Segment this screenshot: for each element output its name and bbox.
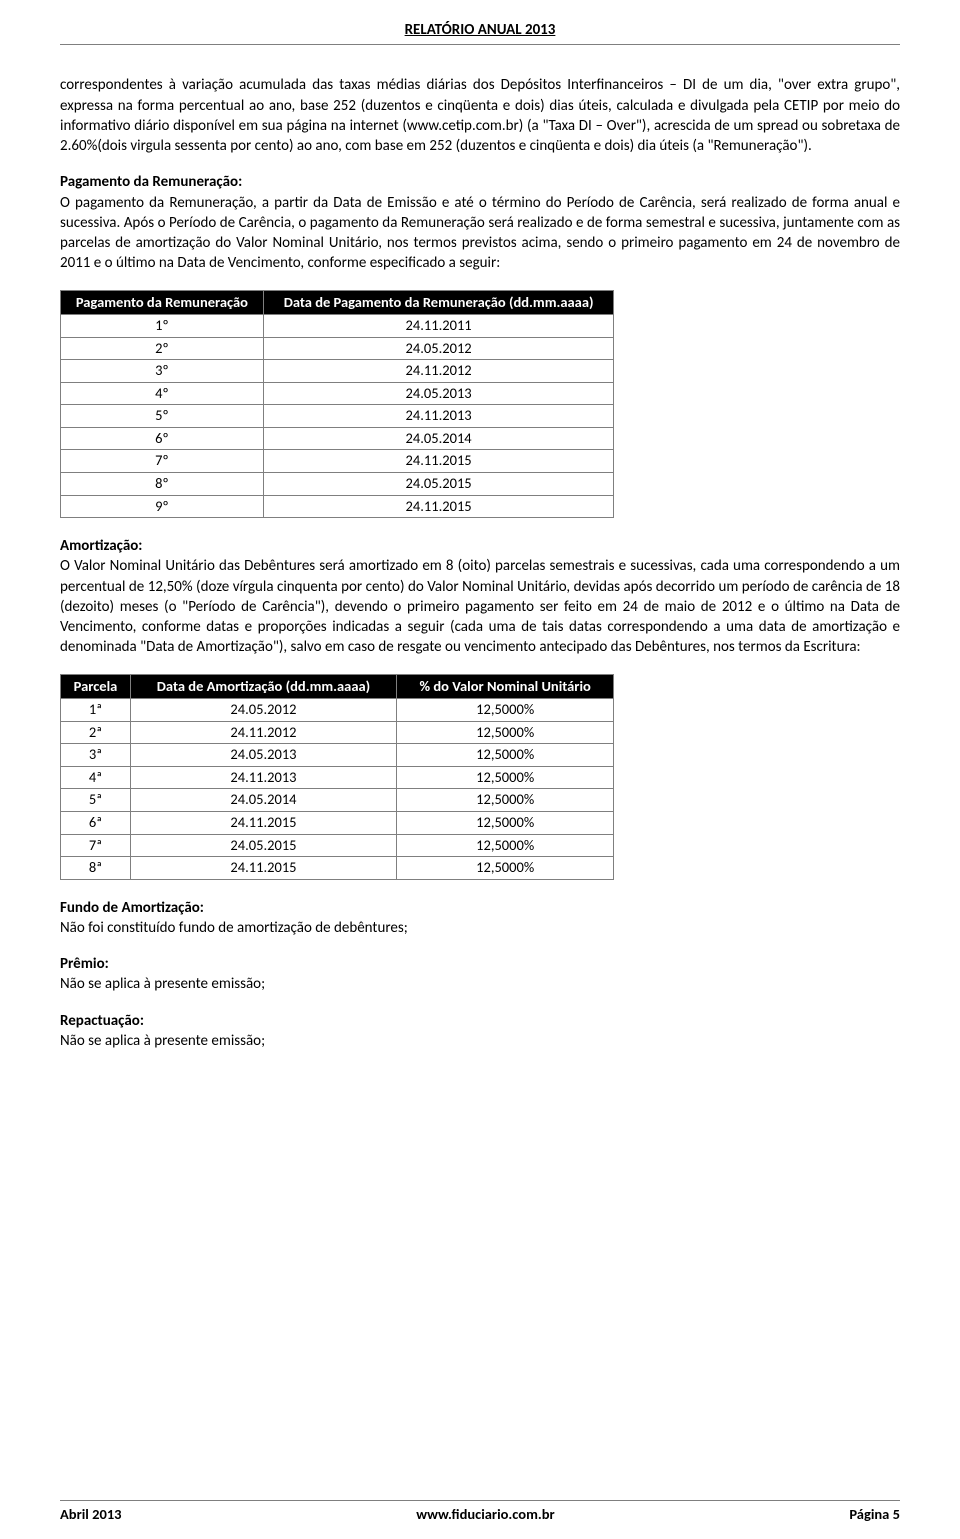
- footer-center: www.fiduciario.com.br: [416, 1505, 555, 1525]
- fundo-section: Fundo de Amortização: Não foi constituíd…: [60, 898, 900, 939]
- t1-cell-date: 24.11.2011: [263, 315, 614, 338]
- t1-cell-date: 24.11.2015: [263, 495, 614, 518]
- t2-cell-date: 24.11.2012: [131, 721, 397, 744]
- t2-cell-pct: 12,5000%: [396, 744, 613, 767]
- t1-cell-num: 9º: [61, 495, 264, 518]
- table-row: 8º24.05.2015: [61, 473, 614, 496]
- t1-cell-date: 24.11.2015: [263, 450, 614, 473]
- pagamento-body: O pagamento da Remuneração, a partir da …: [60, 194, 900, 273]
- t1-cell-date: 24.05.2013: [263, 382, 614, 405]
- table-row: 7ª24.05.201512,5000%: [61, 834, 614, 857]
- header-divider: [60, 44, 900, 45]
- table-row: 3º24.11.2012: [61, 360, 614, 383]
- table-row: 1º24.11.2011: [61, 315, 614, 338]
- table-row: 4ª24.11.201312,5000%: [61, 766, 614, 789]
- t2-cell-date: 24.11.2013: [131, 766, 397, 789]
- t1-cell-num: 5º: [61, 405, 264, 428]
- t2-cell-num: 5ª: [61, 789, 131, 812]
- repactuacao-label: Repactuação:: [60, 1011, 900, 1031]
- t2-cell-pct: 12,5000%: [396, 766, 613, 789]
- t1-cell-num: 7º: [61, 450, 264, 473]
- t2-cell-date: 24.05.2012: [131, 699, 397, 722]
- t2-cell-pct: 12,5000%: [396, 857, 613, 880]
- table-row: 4º24.05.2013: [61, 382, 614, 405]
- fundo-label: Fundo de Amortização:: [60, 898, 900, 918]
- pagamento-label: Pagamento da Remuneração:: [60, 173, 242, 191]
- table-row: 6ª24.11.201512,5000%: [61, 812, 614, 835]
- t1-cell-num: 8º: [61, 473, 264, 496]
- footer-left: Abril 2013: [60, 1505, 122, 1525]
- fundo-body: Não foi constituído fundo de amortização…: [60, 919, 408, 937]
- t1-cell-num: 4º: [61, 382, 264, 405]
- table-row: 8ª24.11.201512,5000%: [61, 857, 614, 880]
- t2-cell-date: 24.05.2014: [131, 789, 397, 812]
- report-header-title: RELATÓRIO ANUAL 2013: [60, 20, 900, 42]
- t2-cell-pct: 12,5000%: [396, 789, 613, 812]
- premio-body: Não se aplica à presente emissão;: [60, 975, 265, 993]
- t2-cell-pct: 12,5000%: [396, 812, 613, 835]
- table-row: 5ª24.05.201412,5000%: [61, 789, 614, 812]
- t2-cell-date: 24.11.2015: [131, 857, 397, 880]
- t2-body: 1ª24.05.201212,5000%2ª24.11.201212,5000%…: [61, 699, 614, 880]
- amortizacao-body: O Valor Nominal Unitário das Debêntures …: [60, 557, 900, 656]
- paragraph-intro: correspondentes à variação acumulada das…: [60, 75, 900, 156]
- t1-cell-num: 3º: [61, 360, 264, 383]
- table-row: 2º24.05.2012: [61, 337, 614, 360]
- table-row: 1ª24.05.201212,5000%: [61, 699, 614, 722]
- t1-header-2: Data de Pagamento da Remuneração (dd.mm.…: [263, 290, 614, 315]
- table-row: 9º24.11.2015: [61, 495, 614, 518]
- paragraph-pagamento: Pagamento da Remuneração: O pagamento da…: [60, 172, 900, 273]
- t1-cell-num: 2º: [61, 337, 264, 360]
- premio-label: Prêmio:: [60, 954, 900, 974]
- premio-section: Prêmio: Não se aplica à presente emissão…: [60, 954, 900, 995]
- footer-divider: [60, 1500, 900, 1501]
- t1-cell-date: 24.05.2015: [263, 473, 614, 496]
- t1-cell-num: 6º: [61, 427, 264, 450]
- page-footer: Abril 2013 www.fiduciario.com.br Página …: [60, 1500, 900, 1525]
- table-row: 2ª24.11.201212,5000%: [61, 721, 614, 744]
- t2-header-3: % do Valor Nominal Unitário: [396, 674, 613, 699]
- t1-cell-date: 24.05.2014: [263, 427, 614, 450]
- t2-header-1: Parcela: [61, 674, 131, 699]
- t1-cell-num: 1º: [61, 315, 264, 338]
- table-row: 3ª24.05.201312,5000%: [61, 744, 614, 767]
- t1-cell-date: 24.11.2012: [263, 360, 614, 383]
- t2-cell-pct: 12,5000%: [396, 721, 613, 744]
- t2-cell-pct: 12,5000%: [396, 834, 613, 857]
- t2-cell-num: 6ª: [61, 812, 131, 835]
- t2-cell-num: 7ª: [61, 834, 131, 857]
- paragraph-amortizacao: Amortização: O Valor Nominal Unitário da…: [60, 536, 900, 658]
- amortizacao-label: Amortização:: [60, 537, 142, 555]
- t2-cell-date: 24.05.2015: [131, 834, 397, 857]
- t2-header-2: Data de Amortização (dd.mm.aaaa): [131, 674, 397, 699]
- t1-cell-date: 24.05.2012: [263, 337, 614, 360]
- table-row: 7º24.11.2015: [61, 450, 614, 473]
- remuneration-table: Pagamento da Remuneração Data de Pagamen…: [60, 290, 614, 519]
- t1-cell-date: 24.11.2013: [263, 405, 614, 428]
- t2-cell-date: 24.11.2015: [131, 812, 397, 835]
- t2-cell-pct: 12,5000%: [396, 699, 613, 722]
- page: RELATÓRIO ANUAL 2013 correspondentes à v…: [0, 0, 960, 1539]
- repactuacao-body: Não se aplica à presente emissão;: [60, 1032, 265, 1050]
- t1-header-1: Pagamento da Remuneração: [61, 290, 264, 315]
- table-row: 5º24.11.2013: [61, 405, 614, 428]
- t2-cell-num: 2ª: [61, 721, 131, 744]
- table-row: 6º24.05.2014: [61, 427, 614, 450]
- repactuacao-section: Repactuação: Não se aplica à presente em…: [60, 1011, 900, 1052]
- t2-cell-num: 4ª: [61, 766, 131, 789]
- amortization-table: Parcela Data de Amortização (dd.mm.aaaa)…: [60, 674, 614, 880]
- footer-right: Página 5: [849, 1505, 900, 1525]
- t2-cell-num: 1ª: [61, 699, 131, 722]
- t2-cell-date: 24.05.2013: [131, 744, 397, 767]
- t2-cell-num: 8ª: [61, 857, 131, 880]
- t1-body: 1º24.11.20112º24.05.20123º24.11.20124º24…: [61, 315, 614, 518]
- t2-cell-num: 3ª: [61, 744, 131, 767]
